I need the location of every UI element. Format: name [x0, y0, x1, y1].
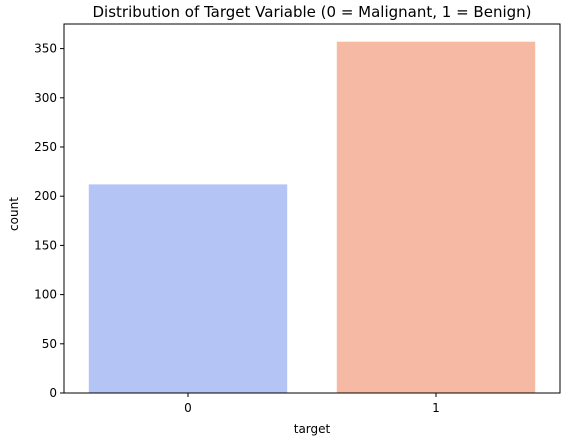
x-tick-label-1: 1 — [432, 401, 440, 415]
chart-title: Distribution of Target Variable (0 = Mal… — [92, 3, 531, 21]
y-tick-label-150: 150 — [34, 238, 57, 252]
x-tick-label-0: 0 — [184, 401, 192, 415]
y-tick-label-300: 300 — [34, 91, 57, 105]
y-axis-label: count — [7, 197, 21, 231]
y-tick-label-0: 0 — [49, 386, 57, 400]
y-tick-label-350: 350 — [34, 42, 57, 56]
x-axis-label: target — [294, 422, 331, 436]
bar-1 — [336, 41, 536, 393]
bar-0 — [88, 184, 288, 393]
y-tick-label-200: 200 — [34, 189, 57, 203]
y-tick-label-250: 250 — [34, 140, 57, 154]
plot-area: 0 1 0 50 100 150 200 250 300 350 — [34, 23, 561, 415]
y-tick-label-100: 100 — [34, 288, 57, 302]
plot-frame — [63, 23, 561, 394]
y-tick-label-50: 50 — [42, 337, 57, 351]
